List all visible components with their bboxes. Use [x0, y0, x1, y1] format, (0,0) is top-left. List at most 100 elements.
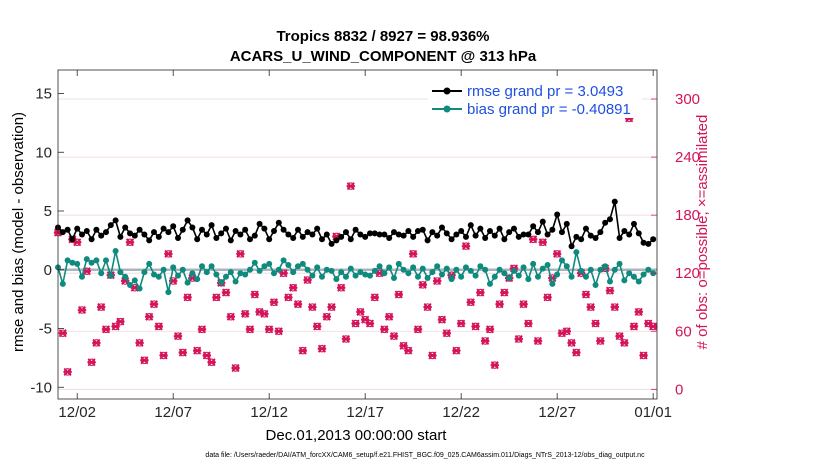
obs-assimilated-marker [413, 325, 423, 334]
rmse-point [438, 224, 445, 231]
obs-count-point [581, 290, 591, 299]
x-tick-label: 12/27 [538, 404, 576, 421]
bias-point [462, 264, 469, 271]
rmse-point [328, 240, 335, 247]
obs-count-point [77, 305, 87, 315]
rmse-point [304, 229, 311, 236]
x-tick-label: 01/01 [634, 404, 672, 421]
rmse-point [338, 233, 345, 240]
bias-point [160, 266, 167, 273]
rmse-point [616, 235, 623, 242]
rmse-point [98, 232, 105, 239]
bias-point [611, 266, 618, 273]
obs-assimilated-marker [356, 307, 365, 316]
obs-count-point [226, 312, 235, 321]
bias-point [102, 257, 109, 264]
obs-assimilated-marker [293, 300, 303, 309]
obs-assimilated-marker [581, 290, 591, 299]
bias-point [338, 269, 345, 276]
obs-assimilated-marker [437, 315, 447, 324]
obs-count-point [284, 293, 293, 302]
obs-count-point [404, 346, 413, 355]
obs-count-point [476, 288, 485, 297]
obs-count-point [135, 338, 144, 347]
legend-bias-label: bias grand pr = -0.40891 [467, 101, 631, 118]
bias-point [64, 257, 71, 264]
rmse-point [405, 227, 412, 234]
bias-point [458, 273, 465, 280]
obs-count-point [298, 346, 307, 355]
obs-assimilated-marker [116, 317, 125, 326]
obs-assimilated-marker [452, 346, 461, 355]
rmse-point [549, 226, 556, 233]
obs-assimilated-marker [351, 319, 360, 328]
obs-assimilated-marker [317, 344, 327, 353]
bias-point [405, 270, 412, 277]
rmse-point [621, 227, 628, 234]
rmse-point [208, 222, 215, 229]
obs-assimilated-marker [159, 351, 168, 360]
obs-assimilated-marker [528, 235, 538, 244]
rmse-point [112, 217, 119, 224]
obs-count-point [207, 358, 216, 367]
rmse-point [189, 224, 196, 231]
obs-assimilated-marker [87, 358, 96, 367]
bias-point [630, 273, 637, 280]
obs-count-point [615, 332, 624, 341]
obs-count-point [327, 303, 336, 312]
obs-count-point [58, 329, 67, 338]
y-tick-label-left: 15 [35, 86, 52, 103]
rmse-point [381, 231, 388, 238]
obs-assimilated-marker [370, 293, 379, 302]
obs-assimilated-marker [538, 238, 547, 247]
obs-assimilated-marker [245, 325, 255, 334]
obs-assimilated-marker [144, 312, 154, 321]
rmse-point [573, 233, 580, 240]
bias-point [107, 272, 114, 279]
bias-point [74, 260, 81, 267]
x-tick-label: 12/12 [250, 404, 288, 421]
rmse-point [222, 225, 229, 232]
obs-assimilated-marker [629, 322, 639, 331]
obs-assimilated-marker [164, 249, 173, 258]
bias-point [155, 273, 162, 280]
rmse-point [578, 236, 585, 243]
obs-count-point [231, 363, 240, 373]
rmse-point [318, 236, 325, 243]
obs-count-point [413, 325, 423, 334]
obs-assimilated-marker [135, 338, 144, 347]
obs-assimilated-marker [543, 293, 552, 302]
rmse-point [347, 236, 354, 243]
obs-count-point [202, 351, 211, 360]
obs-count-point [428, 351, 437, 360]
obs-count-point [346, 182, 355, 191]
obs-assimilated-marker [572, 348, 581, 357]
obs-assimilated-marker [250, 290, 259, 299]
bias-point [342, 273, 349, 280]
rmse-point [429, 229, 436, 236]
obs-count-point [591, 319, 600, 328]
obs-assimilated-marker [240, 309, 250, 318]
bias-point [294, 263, 301, 270]
rmse-point [362, 233, 369, 240]
bias-point [640, 271, 647, 278]
obs-assimilated-marker [384, 312, 394, 321]
obs-assimilated-marker [327, 303, 336, 312]
obs-assimilated-marker [605, 286, 615, 295]
rmse-point [491, 232, 498, 239]
bias-point [386, 264, 393, 271]
legend-rmse-label: rmse grand pr = 3.0493 [467, 83, 623, 100]
bias-point [261, 263, 268, 270]
obs-assimilated-marker [231, 363, 240, 373]
rmse-point [218, 230, 225, 237]
obs-count-point [528, 235, 538, 244]
bias-point [635, 278, 642, 285]
bias-point [515, 272, 522, 279]
rmse-point [592, 235, 599, 242]
bias-point [93, 257, 100, 264]
rmse-point [107, 222, 114, 229]
bias-point [578, 267, 585, 274]
bias-point [510, 267, 517, 274]
rmse-point [266, 236, 273, 243]
rmse-point [59, 229, 66, 236]
